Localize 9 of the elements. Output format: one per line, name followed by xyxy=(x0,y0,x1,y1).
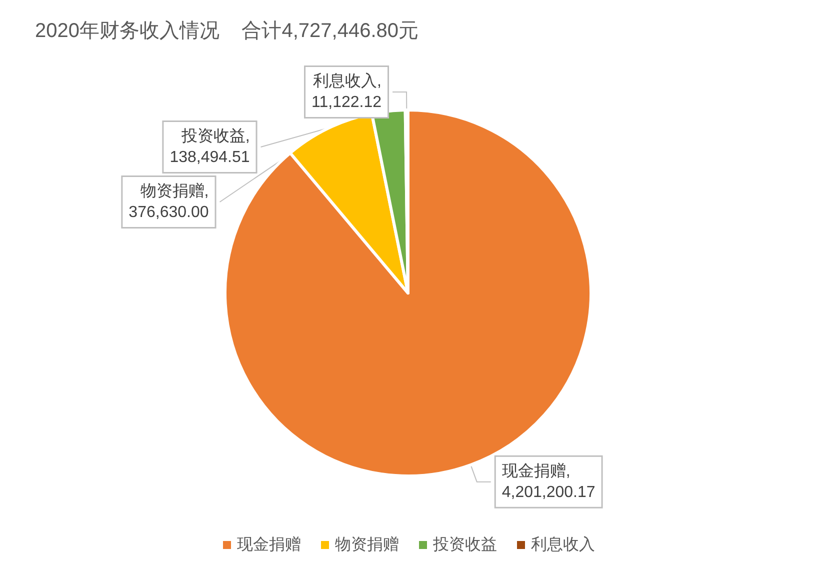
legend-label: 投资收益 xyxy=(432,536,497,554)
chart-title: 2020年财务收入情况 合计4,727,446.80元 xyxy=(35,20,418,42)
data-label: 利息收入, 11,122.12 xyxy=(312,72,382,112)
legend-label: 利息收入 xyxy=(531,536,595,554)
legend-label: 现金捐赠 xyxy=(237,536,301,554)
data-label: 现金捐赠, 4,201,200.17 xyxy=(502,462,596,501)
data-label: 物资捐赠, 376,630.00 xyxy=(128,182,209,222)
legend-label: 物资捐赠 xyxy=(335,536,399,554)
data-label: 投资收益, 138,494.51 xyxy=(170,127,250,166)
